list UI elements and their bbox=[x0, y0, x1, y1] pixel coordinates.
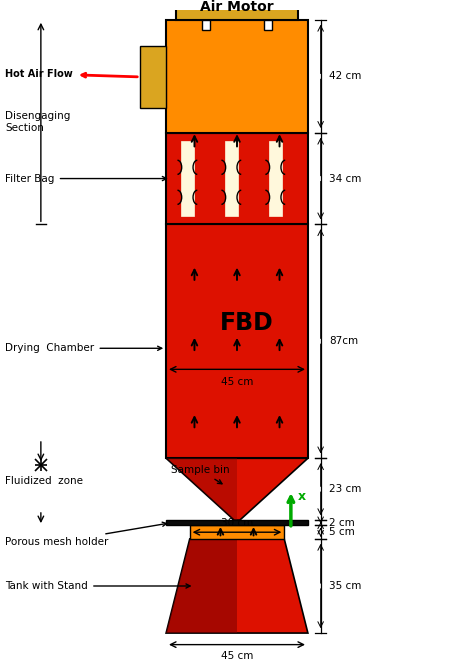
Text: Filter Bag: Filter Bag bbox=[5, 173, 166, 183]
Text: 42 cm: 42 cm bbox=[329, 71, 362, 81]
Text: Tank with Stand: Tank with Stand bbox=[5, 581, 190, 591]
Polygon shape bbox=[166, 539, 237, 633]
Text: Air Motor: Air Motor bbox=[200, 0, 274, 14]
Text: 34 cm: 34 cm bbox=[329, 173, 362, 183]
Polygon shape bbox=[166, 458, 308, 520]
Bar bbox=[140, 46, 166, 108]
Bar bbox=[264, 20, 272, 30]
Bar bbox=[166, 520, 308, 526]
Text: 2 cm: 2 cm bbox=[329, 518, 355, 528]
Bar bbox=[166, 20, 308, 133]
Polygon shape bbox=[166, 458, 237, 520]
Polygon shape bbox=[190, 526, 284, 539]
Text: Porous mesh holder: Porous mesh holder bbox=[5, 522, 166, 547]
Text: x: x bbox=[298, 490, 306, 503]
Text: 5 cm: 5 cm bbox=[329, 527, 355, 537]
Text: Sample bin: Sample bin bbox=[171, 465, 229, 484]
Bar bbox=[190, 526, 284, 539]
Text: 35 cm: 35 cm bbox=[329, 581, 362, 591]
Bar bbox=[181, 141, 194, 216]
Bar bbox=[166, 224, 308, 458]
Text: 30 cm: 30 cm bbox=[221, 518, 253, 528]
Text: 23 cm: 23 cm bbox=[329, 484, 362, 494]
Text: 87cm: 87cm bbox=[329, 336, 358, 346]
Text: 45 cm: 45 cm bbox=[221, 651, 253, 661]
Bar bbox=[175, 0, 299, 20]
Text: Fluidized  zone: Fluidized zone bbox=[5, 476, 83, 486]
Polygon shape bbox=[166, 539, 308, 633]
Bar bbox=[269, 141, 282, 216]
Bar bbox=[202, 20, 210, 30]
Text: 45 cm: 45 cm bbox=[221, 377, 253, 387]
Text: FBD: FBD bbox=[219, 310, 273, 334]
Bar bbox=[225, 141, 238, 216]
Polygon shape bbox=[190, 526, 237, 539]
Text: Disengaging
Section: Disengaging Section bbox=[5, 111, 71, 133]
Text: Drying  Chamber: Drying Chamber bbox=[5, 344, 162, 354]
Text: Hot Air Flow: Hot Air Flow bbox=[5, 69, 137, 79]
Bar bbox=[166, 133, 308, 224]
